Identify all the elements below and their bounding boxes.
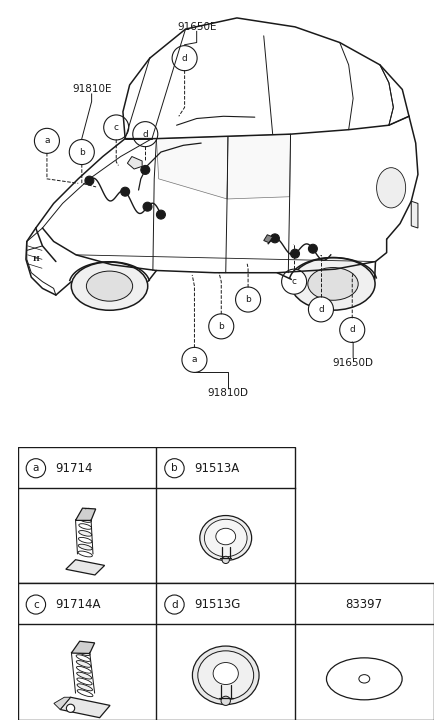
Bar — [18, 447, 295, 583]
Ellipse shape — [204, 519, 247, 557]
Circle shape — [182, 348, 207, 372]
Circle shape — [69, 140, 94, 164]
Ellipse shape — [291, 257, 375, 310]
Polygon shape — [54, 697, 71, 710]
Circle shape — [104, 115, 129, 140]
Circle shape — [221, 696, 230, 705]
Ellipse shape — [72, 262, 148, 310]
Text: d: d — [350, 326, 355, 334]
Text: c: c — [114, 123, 119, 132]
Ellipse shape — [77, 690, 93, 696]
Ellipse shape — [78, 551, 93, 557]
Ellipse shape — [308, 268, 358, 300]
Text: b: b — [245, 295, 251, 304]
Text: 91810D: 91810D — [207, 388, 249, 398]
Ellipse shape — [77, 684, 93, 691]
Ellipse shape — [86, 271, 133, 301]
Polygon shape — [72, 641, 95, 654]
Ellipse shape — [79, 537, 92, 543]
Polygon shape — [127, 156, 142, 169]
Ellipse shape — [79, 531, 92, 537]
Text: a: a — [33, 463, 39, 473]
Text: 83397: 83397 — [346, 598, 383, 611]
Circle shape — [308, 297, 333, 322]
Polygon shape — [60, 697, 110, 718]
Text: c: c — [291, 277, 297, 286]
Ellipse shape — [192, 646, 259, 704]
Circle shape — [85, 176, 94, 185]
Ellipse shape — [200, 515, 252, 561]
Ellipse shape — [77, 678, 92, 685]
Circle shape — [165, 595, 184, 614]
Circle shape — [165, 459, 184, 478]
Circle shape — [66, 704, 75, 712]
Polygon shape — [66, 560, 105, 575]
Circle shape — [141, 166, 150, 174]
Circle shape — [172, 46, 197, 71]
Bar — [18, 583, 434, 720]
Circle shape — [121, 188, 130, 196]
Polygon shape — [227, 134, 291, 199]
Text: d: d — [182, 54, 187, 63]
Polygon shape — [264, 235, 273, 243]
Text: 91650D: 91650D — [333, 358, 374, 368]
Circle shape — [156, 210, 165, 219]
Ellipse shape — [213, 662, 238, 685]
Circle shape — [291, 249, 299, 258]
Text: 91810E: 91810E — [72, 84, 111, 95]
Ellipse shape — [76, 649, 90, 656]
Text: 91714A: 91714A — [55, 598, 101, 611]
Circle shape — [133, 121, 158, 147]
Circle shape — [340, 318, 365, 342]
Circle shape — [143, 202, 152, 211]
Circle shape — [236, 287, 261, 312]
Polygon shape — [76, 508, 96, 521]
Text: b: b — [171, 463, 178, 473]
Text: a: a — [44, 137, 50, 145]
Circle shape — [222, 556, 229, 563]
Polygon shape — [411, 201, 418, 228]
Circle shape — [209, 314, 234, 339]
Text: b: b — [79, 148, 84, 156]
Circle shape — [34, 129, 59, 153]
Ellipse shape — [198, 651, 253, 700]
Ellipse shape — [76, 661, 91, 667]
Text: a: a — [192, 356, 197, 364]
Ellipse shape — [76, 655, 90, 662]
Text: d: d — [171, 600, 178, 609]
Ellipse shape — [216, 529, 236, 545]
Text: 91714: 91714 — [55, 462, 93, 475]
Text: b: b — [219, 322, 224, 331]
Circle shape — [26, 459, 46, 478]
Ellipse shape — [326, 658, 402, 700]
Circle shape — [26, 595, 46, 614]
Circle shape — [282, 269, 307, 294]
Text: 91650E: 91650E — [177, 22, 216, 32]
Circle shape — [270, 234, 279, 243]
Ellipse shape — [359, 675, 370, 683]
Ellipse shape — [77, 672, 92, 679]
Ellipse shape — [79, 517, 92, 523]
Circle shape — [308, 244, 317, 253]
Polygon shape — [156, 137, 228, 199]
Text: 91513A: 91513A — [194, 462, 239, 475]
Ellipse shape — [78, 545, 92, 550]
Text: 91513G: 91513G — [194, 598, 240, 611]
Text: d: d — [318, 305, 324, 314]
Ellipse shape — [376, 168, 406, 208]
Ellipse shape — [79, 523, 92, 529]
Text: c: c — [33, 600, 39, 609]
Ellipse shape — [76, 667, 91, 673]
Text: H: H — [32, 255, 39, 263]
Text: d: d — [143, 129, 148, 139]
